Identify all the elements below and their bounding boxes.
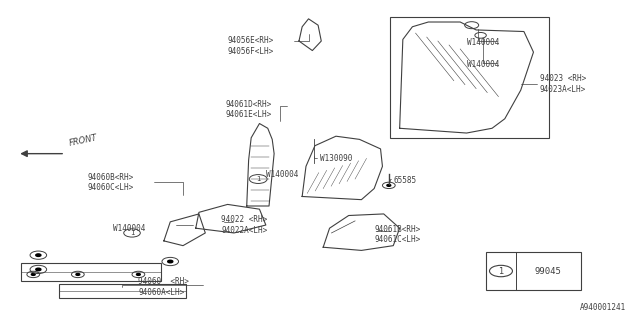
Text: 94060B<RH>
94060C<LH>: 94060B<RH> 94060C<LH> [88, 172, 134, 192]
Text: W140004: W140004 [467, 38, 499, 47]
Bar [486, 252, 581, 290]
Bar [20, 263, 161, 281]
Text: 1: 1 [499, 267, 504, 276]
Bar [59, 284, 186, 298]
Text: 94023 <RH>
94023A<LH>: 94023 <RH> 94023A<LH> [540, 74, 586, 93]
Text: 94061D<RH>
94061E<LH>: 94061D<RH> 94061E<LH> [226, 100, 272, 119]
Text: 94022 <RH>
94022A<LH>: 94022 <RH> 94022A<LH> [221, 215, 268, 235]
Text: 99045: 99045 [534, 267, 561, 276]
Text: A940001241: A940001241 [580, 303, 626, 312]
Text: 94056E<RH>
94056F<LH>: 94056E<RH> 94056F<LH> [228, 36, 274, 55]
Text: 65585: 65585 [394, 176, 417, 185]
Bar [390, 17, 549, 138]
Text: W140004: W140004 [113, 224, 145, 233]
Text: 94061B<RH>
94061C<LH>: 94061B<RH> 94061C<LH> [374, 225, 420, 244]
Text: W130090: W130090 [320, 154, 353, 163]
Text: W140004: W140004 [266, 170, 298, 179]
Circle shape [36, 254, 41, 256]
Circle shape [387, 184, 391, 186]
Circle shape [76, 274, 80, 276]
Text: 1: 1 [130, 230, 134, 236]
Text: FRONT: FRONT [68, 133, 99, 148]
Circle shape [168, 260, 173, 263]
Text: 1: 1 [256, 176, 260, 182]
Circle shape [31, 274, 35, 276]
Circle shape [36, 268, 41, 271]
Text: 94060  <RH>
94060A<LH>: 94060 <RH> 94060A<LH> [138, 277, 189, 297]
Circle shape [136, 274, 140, 276]
Text: W140004: W140004 [467, 60, 499, 69]
